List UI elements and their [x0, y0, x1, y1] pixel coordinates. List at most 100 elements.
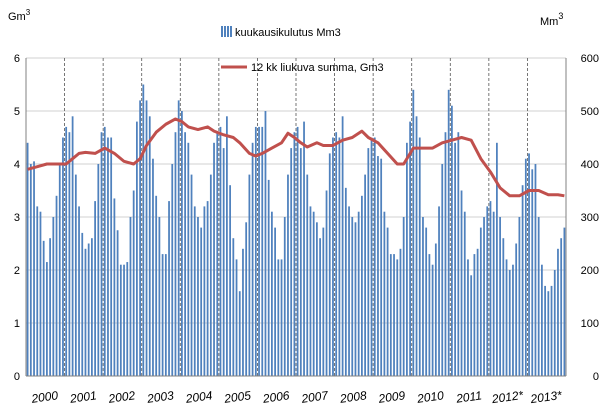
- left-tick-4: 4: [14, 159, 20, 171]
- bar-month-28: [116, 230, 119, 376]
- bar-month-14: [71, 116, 74, 377]
- bar-month-67: [242, 248, 244, 376]
- bar-month-19: [87, 243, 90, 376]
- bar-month-120: [412, 89, 415, 377]
- year-label-2002: 2002: [107, 388, 137, 406]
- plot-frame: [25, 58, 567, 377]
- bar-month-90: [316, 222, 318, 376]
- bar-month-80: [283, 217, 286, 376]
- year-label-2009: 2009: [377, 388, 407, 406]
- right-tick-2: 200: [581, 265, 599, 277]
- year-label-2003: 2003: [145, 388, 175, 406]
- bar-month-11: [62, 137, 64, 376]
- bar-month-152: [515, 243, 518, 376]
- bar-month-41: [158, 217, 161, 376]
- bar-month-51: [190, 174, 193, 376]
- bar-month-105: [364, 174, 366, 376]
- bar-month-159: [537, 217, 540, 376]
- year-dividers: [64, 58, 528, 376]
- bar-month-91: [319, 238, 321, 376]
- bar-month-49: [184, 132, 186, 376]
- year-label-2010: 2010: [415, 388, 445, 406]
- left-tick-6: 6: [14, 53, 20, 65]
- bar-month-78: [277, 259, 280, 376]
- bar-month-117: [402, 217, 405, 376]
- bar-month-45: [171, 164, 174, 376]
- year-label-2006: 2006: [261, 388, 291, 406]
- bar-month-9: [55, 195, 58, 376]
- bar-month-160: [541, 264, 543, 376]
- bar-month-56: [206, 201, 209, 376]
- bar-month-57: [209, 174, 212, 376]
- bar-month-31: [126, 262, 129, 376]
- bar-month-163: [550, 285, 553, 376]
- bar-month-148: [502, 238, 505, 376]
- bar-month-122: [418, 137, 421, 376]
- bar-month-54: [200, 227, 203, 376]
- bar-month-71: [254, 126, 257, 377]
- bar-month-18: [84, 248, 87, 376]
- bar-month-123: [422, 217, 424, 376]
- bar-month-46: [174, 132, 177, 376]
- bar-month-12: [65, 126, 68, 377]
- bar-month-48: [181, 111, 183, 376]
- bar-month-43: [164, 254, 167, 376]
- bar-month-50: [187, 142, 190, 376]
- bar-month-142: [483, 217, 485, 376]
- bar-month-113: [389, 254, 392, 376]
- bar-month-86: [303, 121, 305, 376]
- bar-month-36: [142, 84, 145, 376]
- bar-month-132: [451, 105, 453, 376]
- bar-month-64: [232, 238, 235, 376]
- bar-month-6: [46, 262, 48, 376]
- bar-month-66: [238, 291, 241, 376]
- bar-month-167: [563, 227, 566, 376]
- bar-month-3: [36, 206, 39, 376]
- bar-month-146: [496, 142, 498, 376]
- left-tick-1: 1: [14, 318, 20, 330]
- bar-month-107: [370, 137, 373, 376]
- bar-month-82: [290, 148, 293, 376]
- bar-month-99: [344, 187, 347, 376]
- left-tick-0: 0: [14, 371, 20, 383]
- bar-month-124: [425, 227, 428, 376]
- bar-month-156: [528, 153, 530, 376]
- bar-month-127: [434, 243, 437, 376]
- bar-series: [26, 84, 566, 377]
- bar-month-52: [193, 206, 196, 376]
- bar-month-130: [444, 132, 447, 376]
- bar-month-27: [113, 198, 116, 376]
- right-tick-3: 300: [581, 212, 599, 224]
- bar-month-40: [155, 195, 158, 376]
- bar-month-135: [460, 190, 463, 376]
- bar-month-37: [145, 100, 148, 377]
- bar-month-93: [325, 190, 328, 376]
- year-label-2004: 2004: [184, 388, 214, 406]
- bar-month-158: [534, 164, 537, 376]
- bar-month-149: [505, 259, 508, 376]
- bar-month-42: [161, 254, 164, 376]
- bar-month-38: [148, 116, 151, 377]
- legend-bar-swatch: [221, 26, 232, 37]
- bar-month-53: [197, 217, 199, 376]
- left-tick-2: 2: [14, 265, 20, 277]
- bar-month-85: [299, 148, 302, 376]
- bar-month-47: [177, 100, 180, 377]
- bar-month-96: [335, 132, 338, 376]
- bar-month-95: [332, 137, 334, 376]
- bar-month-83: [293, 132, 296, 376]
- year-label-2001: 2001: [68, 388, 97, 406]
- bar-month-109: [377, 156, 379, 376]
- bar-month-128: [438, 206, 440, 376]
- left-tick-labels: 0 1 2 3 4 5 6: [14, 53, 20, 383]
- rolling-sum-line: [27, 117, 565, 198]
- right-axis-unit: Mm3: [540, 11, 563, 28]
- right-tick-6: 600: [581, 53, 599, 65]
- bar-month-164: [553, 270, 556, 376]
- bar-month-121: [415, 116, 418, 377]
- bar-month-144: [489, 201, 492, 376]
- bar-month-24: [103, 126, 106, 377]
- bar-month-13: [68, 132, 71, 376]
- bar-month-97: [338, 137, 341, 376]
- bar-month-138: [470, 275, 473, 376]
